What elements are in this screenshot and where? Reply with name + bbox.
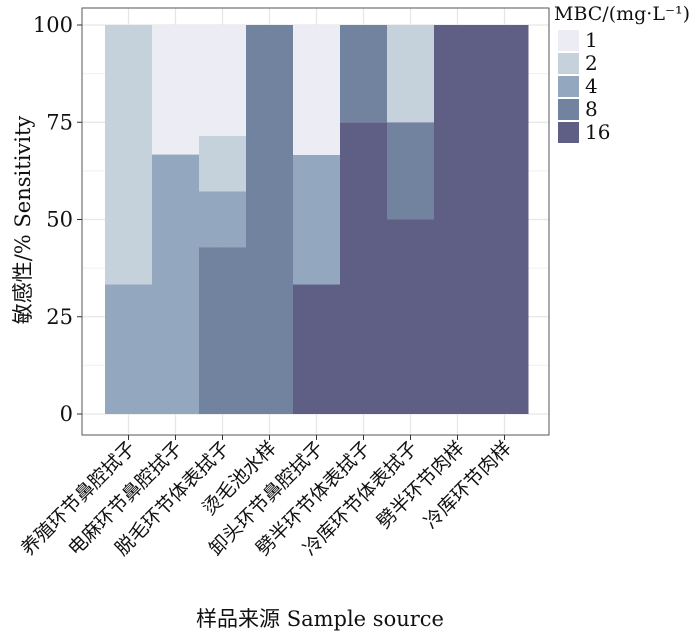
x-axis-title: 样品来源 Sample source (196, 607, 444, 631)
legend-swatch-8 (558, 99, 579, 120)
bar-segment-1 (293, 25, 341, 155)
bar-segment-1 (199, 25, 247, 136)
bar-segment-8 (340, 25, 388, 123)
bar-segment-16 (481, 25, 529, 414)
bar-segment-16 (340, 122, 388, 414)
y-tick-label: 0 (60, 402, 73, 426)
y-tick-label: 25 (46, 305, 73, 329)
y-tick-label: 75 (46, 110, 73, 134)
bar-segment-4 (199, 191, 247, 248)
legend-swatch-4 (558, 76, 579, 97)
legend-swatch-1 (558, 30, 579, 51)
bar-segment-2 (105, 25, 153, 285)
y-tick-label: 100 (33, 13, 73, 37)
bar-segment-4 (105, 284, 153, 414)
legend-title: MBC/(mg·L⁻¹) (554, 3, 690, 25)
legend-label: 4 (585, 74, 598, 98)
bar-segment-16 (434, 25, 482, 414)
bar-segment-8 (199, 247, 247, 414)
bar-segment-4 (293, 154, 341, 285)
y-axis-title: 敏感性/% Sensitivity (11, 116, 35, 325)
bar-segment-16 (387, 219, 435, 414)
plot-border (81, 7, 550, 436)
bar-segment-2 (199, 135, 247, 192)
legend-label: 8 (585, 97, 598, 121)
bar-segment-2 (387, 25, 435, 123)
bar-segment-4 (152, 154, 200, 415)
legend-label: 16 (585, 120, 610, 144)
bar-segment-8 (387, 122, 435, 220)
bar-segment-16 (293, 284, 341, 414)
bar-segment-1 (152, 25, 200, 155)
plot-area (81, 7, 550, 436)
legend-label: 1 (585, 28, 598, 52)
bar-segment-8 (246, 25, 294, 414)
y-tick-label: 50 (46, 208, 73, 232)
y-axis: 0 25 50 75 100 (33, 13, 82, 426)
legend-label: 2 (585, 51, 598, 75)
legend-swatch-2 (558, 53, 579, 74)
x-axis: 养殖环节鼻腔拭子电麻环节鼻腔拭子脱毛环节体表拭子烫毛池水样卸头环节鼻腔拭子劈半环… (17, 435, 516, 560)
legend-swatch-16 (558, 122, 579, 143)
